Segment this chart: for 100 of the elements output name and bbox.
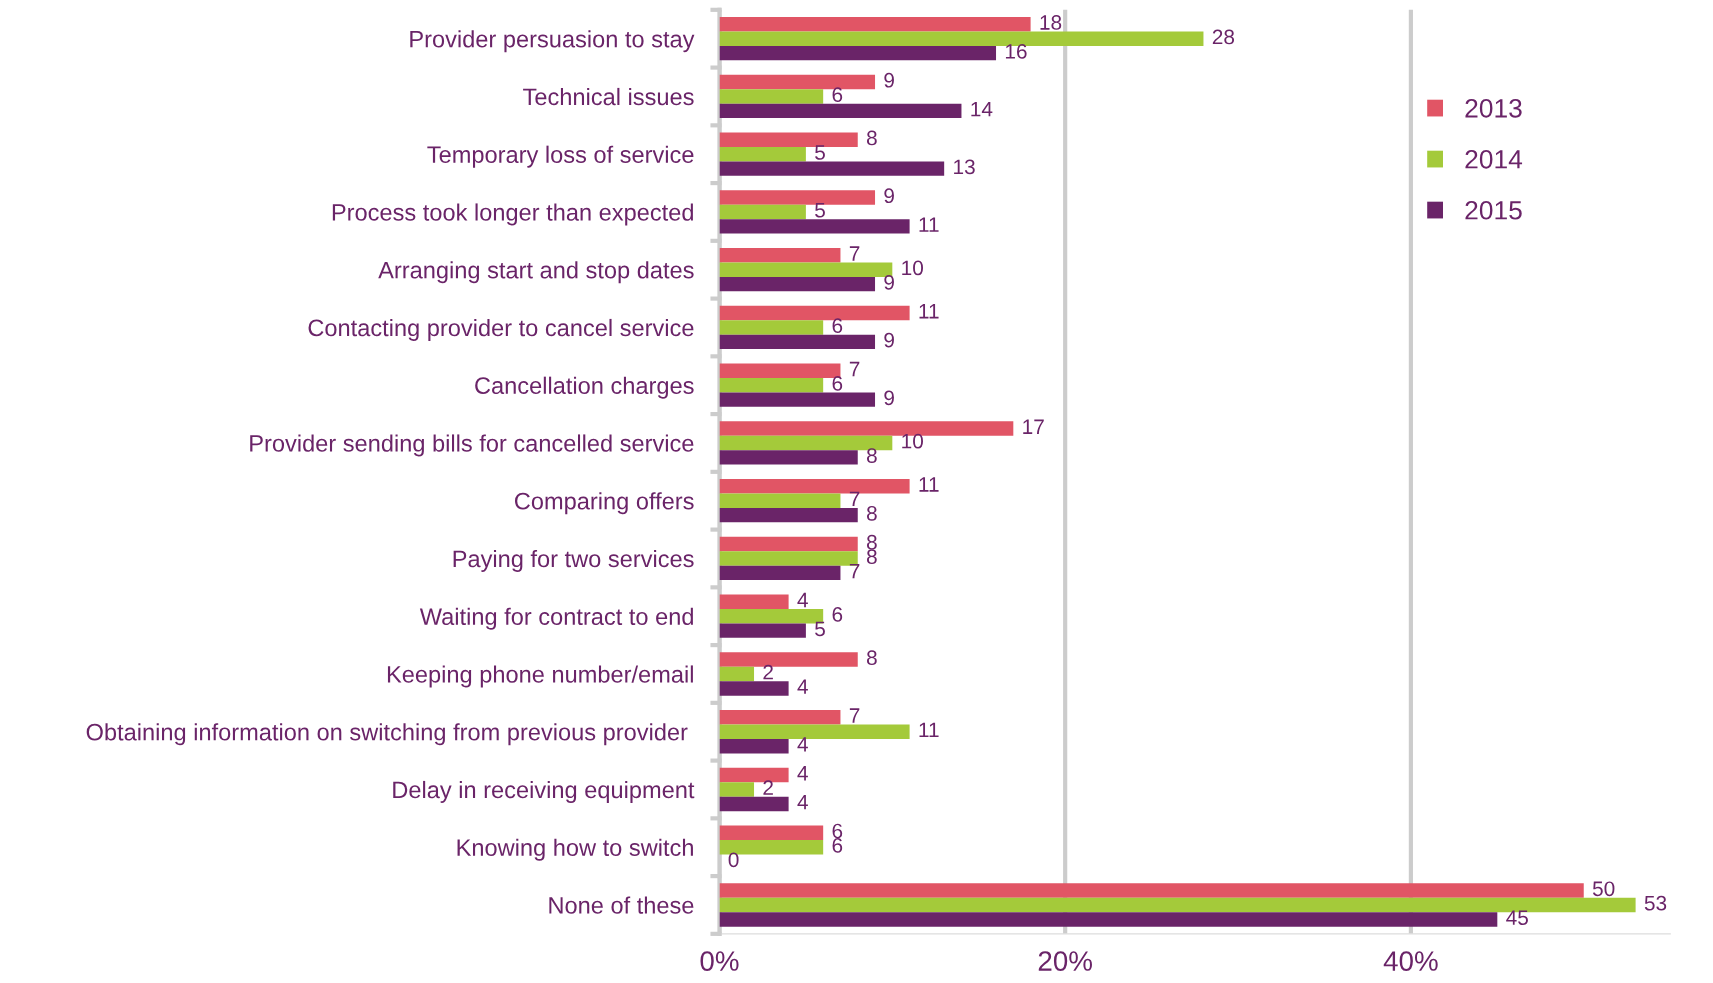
data-label: 5 (815, 621, 825, 637)
data-label: 11 (919, 722, 939, 738)
y-tick-label: Paying for two services (453, 549, 694, 572)
y-tick-label: Temporary loss of service (427, 145, 694, 168)
data-label: 10 (902, 433, 924, 449)
x-tick-label: 40% (1383, 951, 1438, 971)
data-label: 7 (849, 246, 860, 261)
bar (719, 276, 876, 292)
bar (719, 724, 910, 739)
data-label: 6 (832, 87, 843, 103)
bar (719, 45, 997, 61)
y-tick-label: Process took longer than expected (332, 203, 693, 226)
data-label: 5 (815, 203, 825, 218)
bar (719, 681, 789, 696)
y-tick-label: Provider persuasion to stay (410, 30, 695, 53)
data-label: 4 (797, 592, 808, 608)
x-tick-label: 0% (700, 951, 739, 971)
data-label: 50 (1592, 881, 1615, 897)
bar (719, 31, 1204, 46)
data-label: 13 (954, 159, 975, 175)
data-label: 6 (832, 823, 843, 839)
data-label: 45 (1506, 910, 1528, 925)
data-label: 8 (866, 130, 877, 146)
data-label: 11 (919, 217, 939, 232)
bar (719, 103, 962, 119)
y-tick-label: Keeping phone number/email (387, 665, 693, 688)
bar (719, 219, 910, 234)
data-label: 28 (1212, 29, 1235, 45)
data-label: 2 (763, 780, 773, 795)
data-label: 6 (832, 607, 843, 622)
data-label: 9 (884, 390, 894, 406)
data-label: 14 (971, 101, 993, 117)
bar (719, 825, 824, 840)
legend-label: 2013 (1465, 98, 1522, 118)
y-tick-label: Cancellation charges (475, 376, 694, 399)
bar (719, 738, 789, 754)
data-label: 6 (832, 838, 843, 853)
data-label: 4 (797, 794, 808, 810)
x-tick-label: 20% (1038, 951, 1092, 971)
data-label: 53 (1644, 895, 1667, 911)
y-tick-label: Provider sending bills for cancelled service (250, 434, 694, 457)
bar (719, 204, 806, 220)
y-tick-label: Waiting for contract to end (419, 607, 693, 630)
data-label: 8 (866, 650, 877, 666)
bar (719, 363, 841, 378)
bar (719, 334, 876, 350)
data-label: 4 (797, 737, 808, 752)
data-label: 4 (797, 679, 808, 694)
bar (719, 507, 858, 523)
data-label: 7 (849, 361, 860, 377)
y-tick-label: Arranging start and stop dates (378, 261, 694, 284)
bar (719, 536, 858, 552)
y-tick-label: Comparing offers (514, 492, 694, 515)
bar (719, 17, 1031, 32)
y-tick-label: Obtaining information on switching from previous provider (86, 723, 688, 746)
bar (719, 248, 841, 263)
bar (719, 565, 841, 581)
data-label: 6 (832, 376, 843, 391)
bar (719, 796, 789, 812)
bar (719, 320, 824, 335)
bar (719, 377, 824, 393)
data-label: 8 (866, 448, 877, 463)
bar (719, 666, 755, 682)
data-label: 18 (1040, 15, 1062, 30)
data-label: 7 (849, 563, 860, 579)
bar (719, 883, 1584, 898)
data-label: 4 (797, 766, 808, 781)
data-label: 11 (919, 477, 939, 492)
data-label: 9 (884, 72, 894, 88)
bar (719, 493, 841, 508)
legend-label: 2015 (1465, 200, 1522, 220)
legend-label: 2014 (1465, 149, 1523, 169)
y-tick-label: Contacting provider to cancel service (308, 318, 694, 341)
y-tick-label: None of these (549, 896, 694, 914)
bar (719, 912, 1498, 927)
bar (719, 146, 806, 162)
bar (719, 623, 806, 638)
bar (719, 551, 858, 566)
data-label: 6 (832, 318, 843, 334)
y-tick-label: Delay in receiving equipment (393, 780, 695, 803)
data-label: 7 (849, 491, 860, 507)
data-label: 5 (815, 145, 825, 160)
data-label: 0 (728, 852, 739, 868)
bar (719, 450, 858, 465)
bar (719, 392, 876, 407)
bar (719, 132, 858, 147)
bar (719, 782, 755, 797)
data-label: 9 (884, 274, 894, 290)
bar (719, 89, 824, 104)
data-label: 17 (1023, 419, 1044, 434)
data-label: 9 (884, 332, 894, 348)
data-label: 8 (866, 549, 877, 565)
y-tick-label: Knowing how to switch (457, 838, 693, 861)
data-label: 9 (884, 188, 894, 204)
data-label: 7 (849, 708, 860, 723)
data-label: 16 (1005, 43, 1027, 59)
data-label: 2 (763, 664, 773, 680)
y-tick-label: Technical issues (523, 87, 694, 106)
bar (719, 262, 893, 277)
data-label: 8 (866, 534, 877, 550)
